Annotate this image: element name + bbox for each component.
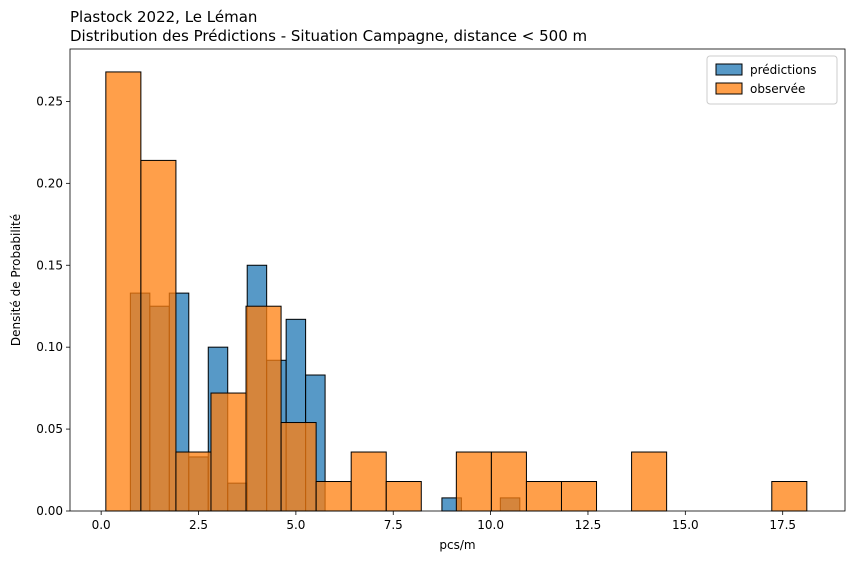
legend-label: observée	[750, 82, 805, 96]
y-axis-label: Densité de Probabilité	[9, 214, 23, 346]
bar-2	[455, 451, 492, 512]
bar-2	[140, 159, 177, 512]
x-tick-label: 5.0	[286, 518, 305, 532]
x-tick-label: 0.0	[92, 518, 111, 532]
plot-frame	[69, 48, 846, 512]
bar-2	[175, 451, 212, 512]
y-tick-label: 0.00	[36, 504, 63, 518]
bars-layer	[105, 71, 808, 512]
legend-swatch	[715, 82, 743, 95]
bar-2	[490, 451, 527, 512]
y-tick-label: 0.10	[36, 340, 63, 354]
legend-swatch	[715, 63, 743, 76]
bar-2	[560, 481, 598, 512]
bar-2	[771, 481, 808, 512]
y-tick-label: 0.05	[36, 422, 63, 436]
bar-2	[385, 481, 422, 512]
x-axis-label: pcs/m	[439, 538, 475, 552]
chart-title-line-1: Plastock 2022, Le Léman	[70, 8, 257, 26]
bar-2	[315, 481, 352, 512]
y-tick-label: 0.25	[36, 94, 63, 108]
y-tick-label: 0.15	[36, 258, 63, 272]
x-tick-label: 12.5	[575, 518, 602, 532]
bar-2	[245, 305, 282, 512]
bar-2	[105, 71, 142, 512]
bar-2	[280, 422, 317, 512]
x-tick-label: 15.0	[672, 518, 699, 532]
bar-2	[210, 392, 247, 512]
x-tick-label: 17.5	[769, 518, 796, 532]
legend-label: prédictions	[750, 63, 816, 77]
x-tick-label: 7.5	[384, 518, 403, 532]
x-tick-label: 10.0	[477, 518, 504, 532]
legend: prédictions observée	[706, 55, 838, 105]
bar-2	[631, 451, 668, 512]
y-tick-label: 0.20	[36, 176, 63, 190]
y-axis: 0.00 0.05 0.10 0.15 0.20 0.25	[36, 94, 70, 518]
x-axis: 0.0 2.5 5.0 7.5 10.0 12.5 15.0 17.5	[92, 511, 796, 532]
bar-2	[525, 481, 562, 512]
x-tick-label: 2.5	[189, 518, 208, 532]
chart-title-line-2: Distribution des Prédictions - Situation…	[70, 27, 587, 45]
series-2	[105, 71, 808, 512]
bar-2	[350, 451, 387, 512]
